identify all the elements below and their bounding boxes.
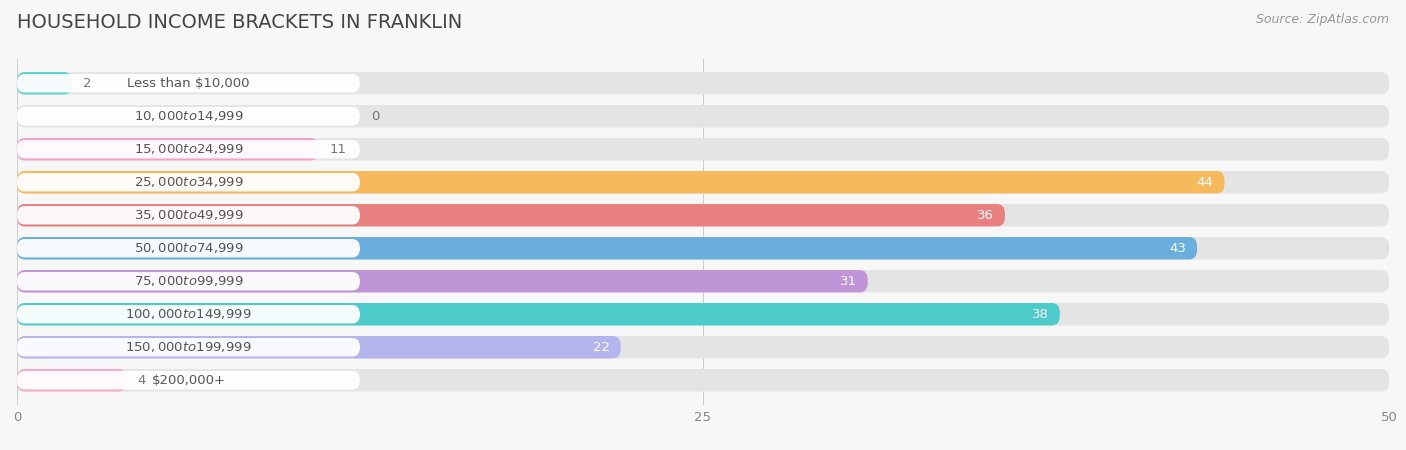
FancyBboxPatch shape [17,105,1389,127]
Text: HOUSEHOLD INCOME BRACKETS IN FRANKLIN: HOUSEHOLD INCOME BRACKETS IN FRANKLIN [17,14,463,32]
FancyBboxPatch shape [17,74,360,92]
FancyBboxPatch shape [17,237,1197,260]
FancyBboxPatch shape [17,171,1225,194]
FancyBboxPatch shape [17,237,1389,260]
Text: 22: 22 [593,341,610,354]
FancyBboxPatch shape [17,272,360,290]
FancyBboxPatch shape [17,239,360,257]
Text: 31: 31 [839,275,856,288]
Text: $150,000 to $199,999: $150,000 to $199,999 [125,340,252,354]
Text: $25,000 to $34,999: $25,000 to $34,999 [134,175,243,189]
FancyBboxPatch shape [17,107,360,126]
FancyBboxPatch shape [17,303,1060,325]
Text: 0: 0 [371,110,380,123]
Text: 43: 43 [1170,242,1187,255]
Text: 38: 38 [1032,308,1049,321]
Text: 36: 36 [977,209,994,222]
Text: $200,000+: $200,000+ [152,374,225,387]
FancyBboxPatch shape [17,270,868,292]
FancyBboxPatch shape [17,369,1389,392]
FancyBboxPatch shape [17,72,1389,94]
Text: Less than $10,000: Less than $10,000 [127,77,250,90]
FancyBboxPatch shape [17,303,1389,325]
FancyBboxPatch shape [17,171,1389,194]
FancyBboxPatch shape [17,138,319,161]
FancyBboxPatch shape [17,204,1005,226]
Text: $50,000 to $74,999: $50,000 to $74,999 [134,241,243,255]
FancyBboxPatch shape [17,138,1389,161]
Text: 4: 4 [138,374,146,387]
Text: $15,000 to $24,999: $15,000 to $24,999 [134,142,243,156]
FancyBboxPatch shape [17,338,360,356]
Text: Source: ZipAtlas.com: Source: ZipAtlas.com [1256,14,1389,27]
FancyBboxPatch shape [17,206,360,225]
Text: $35,000 to $49,999: $35,000 to $49,999 [134,208,243,222]
FancyBboxPatch shape [17,371,360,389]
Text: $10,000 to $14,999: $10,000 to $14,999 [134,109,243,123]
Text: $100,000 to $149,999: $100,000 to $149,999 [125,307,252,321]
FancyBboxPatch shape [17,336,620,359]
FancyBboxPatch shape [17,173,360,191]
FancyBboxPatch shape [17,72,72,94]
FancyBboxPatch shape [17,204,1389,226]
Text: $75,000 to $99,999: $75,000 to $99,999 [134,274,243,288]
FancyBboxPatch shape [17,140,360,158]
FancyBboxPatch shape [17,305,360,324]
FancyBboxPatch shape [17,270,1389,292]
Text: 44: 44 [1197,176,1213,189]
Text: 2: 2 [83,77,91,90]
Text: 11: 11 [330,143,347,156]
FancyBboxPatch shape [17,336,1389,359]
FancyBboxPatch shape [17,369,127,392]
